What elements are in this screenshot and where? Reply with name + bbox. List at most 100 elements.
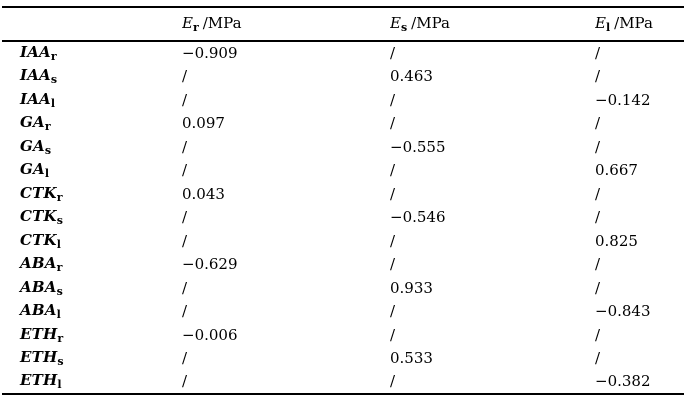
value-cell: / (182, 349, 188, 368)
row-label: IAAr (2, 41, 182, 65)
row-label-subscript: r (57, 331, 64, 345)
value-cell: / (390, 90, 396, 109)
value-cell: −0.909 (182, 44, 238, 63)
row-label-subscript: l (56, 308, 61, 322)
header-el-subscript: l (605, 21, 611, 34)
header-er-unit: /MPa (202, 14, 242, 32)
value-cell: −0.555 (390, 137, 446, 156)
header-el-unit: /MPa (614, 14, 653, 32)
row-label: IAAl (2, 88, 182, 112)
row-label: CTKs (2, 206, 182, 230)
row-label-subscript: r (50, 50, 57, 64)
row-label: ETHl (2, 370, 182, 394)
value-cell: / (182, 161, 188, 180)
row-label: GAs (2, 135, 182, 159)
row-label-subscript: s (56, 284, 63, 298)
table-row: CTKr 0.043// (2, 182, 684, 206)
row-label-subscript: s (57, 355, 64, 369)
value-cell: 0.933 (390, 278, 433, 297)
value-cell: / (182, 67, 188, 86)
value-cell: / (182, 278, 188, 297)
row-label-text: CTK (20, 230, 57, 249)
value-cell: 0.825 (595, 231, 638, 250)
table-row: ETHs/0.533/ (2, 347, 684, 371)
row-label-text: IAA (20, 66, 51, 85)
header-empty-cell (2, 7, 182, 41)
row-label-subscript: r (56, 261, 63, 275)
value-cell: / (595, 278, 601, 297)
header-el-symbol: E (595, 14, 606, 32)
row-label-text: GA (20, 160, 45, 179)
row-label: ABAl (2, 300, 182, 324)
row-label-text: ETH (20, 371, 58, 390)
value-cell: / (595, 184, 601, 203)
value-cell: / (595, 67, 601, 86)
table-row: ABAr −0.629// (2, 253, 684, 277)
value-cell: / (390, 114, 396, 133)
row-label-text: ABA (20, 301, 57, 320)
row-label-text: CTK (20, 207, 57, 226)
table-row: GAr 0.097// (2, 112, 684, 136)
header-el: El/MPa (595, 7, 684, 41)
value-cell: / (595, 325, 601, 344)
header-es: Es/MPa (390, 7, 595, 41)
value-cell: / (390, 325, 396, 344)
value-cell: / (595, 208, 601, 227)
header-er-subscript: r (192, 21, 199, 34)
row-label-text: IAA (20, 43, 51, 62)
value-cell: / (182, 231, 188, 250)
table-row: ETHr −0.006// (2, 323, 684, 347)
value-cell: / (182, 372, 188, 391)
row-label-text: CTK (20, 183, 57, 202)
value-cell: / (595, 44, 601, 63)
value-cell: −0.142 (595, 90, 651, 109)
table-row: GAs / −0.555/ (2, 135, 684, 159)
value-cell: / (390, 184, 396, 203)
value-cell: / (390, 255, 396, 274)
value-cell: −0.546 (390, 208, 446, 227)
row-label: ETHr (2, 323, 182, 347)
table-row: ABAs/0.933/ (2, 276, 684, 300)
value-cell: / (595, 349, 601, 368)
table-row: CTKs / −0.546/ (2, 206, 684, 230)
row-label: GAl (2, 159, 182, 183)
row-label-subscript: l (57, 378, 62, 392)
row-label-subscript: s (56, 214, 63, 228)
row-label-subscript: s (50, 73, 58, 87)
row-label-subscript: l (44, 167, 50, 181)
row-label-text: ABA (20, 277, 57, 296)
row-label-subscript: r (56, 190, 63, 204)
table-row: GAl //0.667 (2, 159, 684, 183)
value-cell: / (595, 137, 601, 156)
table-body: IAAr −0.909// IAAs/0.463/IAAl / / −0.142 GAr 0.… (2, 41, 684, 394)
header-row: Er/MPa Es/MPa El/MPa (2, 7, 684, 41)
value-cell: / (390, 302, 396, 321)
value-cell: 0.097 (182, 114, 225, 133)
row-label-subscript: l (50, 96, 56, 110)
value-cell: −0.006 (182, 325, 238, 344)
table-row: ETHl / / −0.382 (2, 370, 684, 394)
value-cell: 0.667 (595, 161, 638, 180)
row-label: GAr (2, 112, 182, 136)
table-row: CTKl //0.825 (2, 229, 684, 253)
value-cell: / (390, 372, 396, 391)
value-cell: / (182, 90, 188, 109)
value-cell: 0.043 (182, 184, 225, 203)
row-label: CTKr (2, 182, 182, 206)
value-cell: / (390, 161, 396, 180)
row-label-subscript: r (44, 120, 51, 134)
row-label-text: ETH (20, 324, 58, 343)
value-cell: −0.629 (182, 255, 238, 274)
value-cell: / (182, 302, 188, 321)
row-label: CTKl (2, 229, 182, 253)
table-row: IAAl / / −0.142 (2, 88, 684, 112)
row-label-text: ETH (20, 348, 58, 367)
correlation-table: Er/MPa Es/MPa El/MPa IAAr −0.909// IAAs/0.… (2, 6, 684, 395)
value-cell: / (182, 137, 188, 156)
row-label-text: IAA (20, 89, 51, 108)
row-label: ABAs (2, 276, 182, 300)
table-row: IAAr −0.909// (2, 41, 684, 65)
value-cell: 0.463 (390, 67, 433, 86)
row-label-text: GA (20, 113, 45, 132)
value-cell: / (390, 231, 396, 250)
